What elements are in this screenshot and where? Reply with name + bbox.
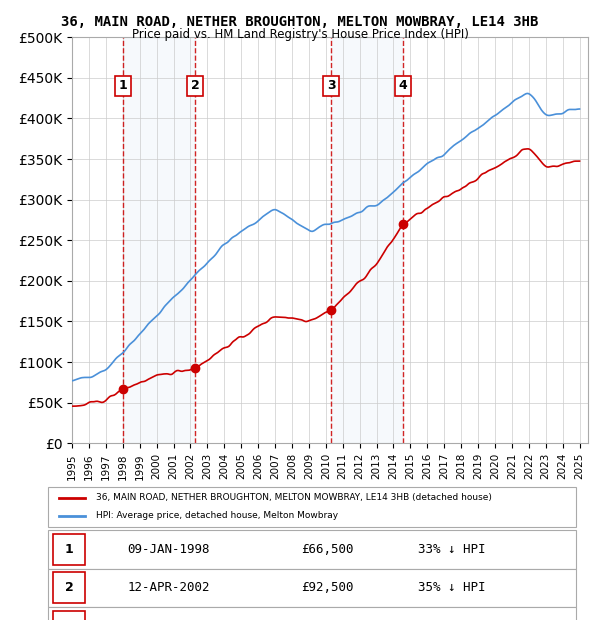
FancyBboxPatch shape [48,530,576,569]
FancyBboxPatch shape [53,534,85,565]
Text: 33% ↓ HPI: 33% ↓ HPI [418,543,485,556]
Text: HPI: Average price, detached house, Melton Mowbray: HPI: Average price, detached house, Melt… [95,512,338,520]
FancyBboxPatch shape [48,569,576,607]
Text: 1: 1 [119,79,128,92]
FancyBboxPatch shape [48,487,576,527]
Text: 09-JAN-1998: 09-JAN-1998 [127,543,210,556]
Bar [123,37,195,443]
FancyBboxPatch shape [53,611,85,620]
Text: 36, MAIN ROAD, NETHER BROUGHTON, MELTON MOWBRAY, LE14 3HB: 36, MAIN ROAD, NETHER BROUGHTON, MELTON … [61,16,539,30]
Text: 2: 2 [191,79,200,92]
Text: 36, MAIN ROAD, NETHER BROUGHTON, MELTON MOWBRAY, LE14 3HB (detached house): 36, MAIN ROAD, NETHER BROUGHTON, MELTON … [95,494,491,502]
Text: £66,500: £66,500 [301,543,354,556]
FancyBboxPatch shape [53,572,85,603]
Text: 35% ↓ HPI: 35% ↓ HPI [418,582,485,594]
Text: 4: 4 [398,79,407,92]
Text: 3: 3 [327,79,335,92]
Text: 1: 1 [65,543,73,556]
Text: 12-APR-2002: 12-APR-2002 [127,582,210,594]
FancyBboxPatch shape [48,607,576,620]
Text: £92,500: £92,500 [301,582,354,594]
Bar [331,37,403,443]
Text: Price paid vs. HM Land Registry's House Price Index (HPI): Price paid vs. HM Land Registry's House … [131,28,469,41]
Text: 2: 2 [65,582,73,594]
